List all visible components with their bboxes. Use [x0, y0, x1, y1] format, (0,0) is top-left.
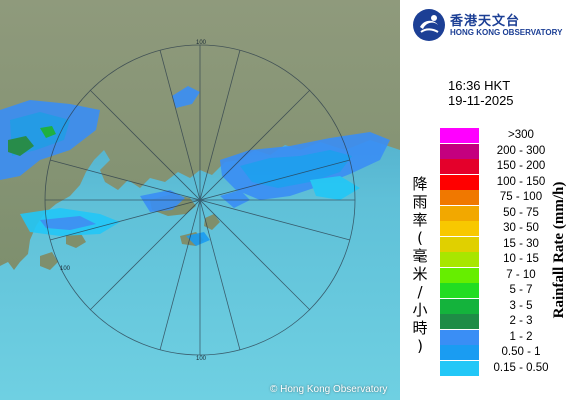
legend-swatch — [440, 174, 479, 190]
observation-time: 16:36 HKT — [448, 78, 511, 93]
legend-range-label: 30 - 50 — [503, 222, 539, 234]
legend-item: 200 - 300 — [440, 143, 560, 159]
observation-date: 19-11-2025 — [448, 93, 514, 108]
range-label-bottom: 100 — [196, 356, 207, 362]
legend-title-chinese: 降 雨 率 ( 毫 米 / 小 時 ) — [412, 175, 428, 355]
legend-swatch — [440, 190, 479, 205]
legend-range-label: 5 - 7 — [509, 284, 533, 296]
legend-swatch — [440, 128, 479, 143]
legend-swatch — [440, 236, 479, 252]
range-label-left: 100 — [60, 266, 71, 272]
legend-swatch — [440, 298, 479, 314]
legend-item: 30 - 50 — [440, 221, 560, 236]
island-lamma — [204, 214, 220, 230]
legend-item: >300 — [440, 128, 560, 143]
legend-item: 0.50 - 1 — [440, 345, 560, 360]
logo-chinese-text: 香港天文台 — [450, 14, 521, 29]
legend-range-label: 200 - 300 — [496, 144, 546, 157]
legend-range-label: >300 — [508, 129, 534, 141]
legend-item: 5 - 7 — [440, 283, 560, 298]
legend-range-label: 0.50 - 1 — [501, 346, 541, 358]
legend-range-label: 100 - 150 — [496, 175, 546, 188]
legend-range-label: 10 - 15 — [503, 253, 539, 265]
legend-range-label: 0.15 - 0.50 — [493, 361, 549, 374]
legend-item: 10 - 15 — [440, 252, 560, 267]
legend-item: 3 - 5 — [440, 298, 560, 314]
legend-range-label: 150 - 200 — [496, 160, 546, 172]
island-west-2 — [66, 232, 86, 248]
copyright-notice: © Hong Kong Observatory — [270, 384, 388, 395]
legend-panel: 香港天文台 HONG KONG OBSERVATORY 16:36 HKT 19… — [400, 0, 577, 400]
legend-swatch — [440, 267, 479, 283]
legend-item: 100 - 150 — [440, 174, 560, 190]
legend-item: 75 - 100 — [440, 190, 560, 205]
legend-item: 7 - 10 — [440, 267, 560, 283]
radar-map[interactable]: 100 100 100 © Hong Kong Observatory — [0, 0, 400, 400]
legend-range-label: 7 - 10 — [506, 268, 536, 281]
legend-swatch — [440, 345, 479, 360]
range-ring-labels: 100 100 100 — [60, 40, 207, 362]
logo-english-text: HONG KONG OBSERVATORY — [450, 28, 563, 37]
hko-logo-icon — [413, 9, 445, 41]
range-label-top: 100 — [196, 40, 207, 46]
legend-item: 2 - 3 — [440, 314, 560, 329]
range-rings — [44, 44, 356, 356]
legend-swatch — [440, 205, 479, 221]
legend-swatch — [440, 314, 479, 329]
legend-item: 150 - 200 — [440, 159, 560, 174]
legend-range-label: 75 - 100 — [499, 191, 543, 203]
radar-map-graphic: 100 100 100 — [0, 0, 400, 400]
legend-item: 1 - 2 — [440, 329, 560, 345]
legend-swatch — [440, 143, 479, 159]
legend-item: 0.15 - 0.50 — [440, 360, 560, 376]
legend-swatch — [440, 360, 479, 376]
legend-swatch — [440, 252, 479, 267]
legend-range-label: 2 - 3 — [509, 315, 533, 327]
legend-swatch — [440, 329, 479, 345]
hko-logo[interactable]: 香港天文台 HONG KONG OBSERVATORY — [412, 8, 574, 42]
legend-range-label: 15 - 30 — [503, 237, 539, 250]
legend-swatch — [440, 283, 479, 298]
legend-range-label: 50 - 75 — [503, 206, 539, 219]
legend-range-label: 1 - 2 — [509, 330, 533, 343]
legend-swatch — [440, 221, 479, 236]
legend-item: 15 - 30 — [440, 236, 560, 252]
legend-range-label: 3 - 5 — [509, 299, 533, 312]
legend-swatch — [440, 159, 479, 174]
legend-item: 50 - 75 — [440, 205, 560, 221]
island-west — [40, 252, 58, 270]
